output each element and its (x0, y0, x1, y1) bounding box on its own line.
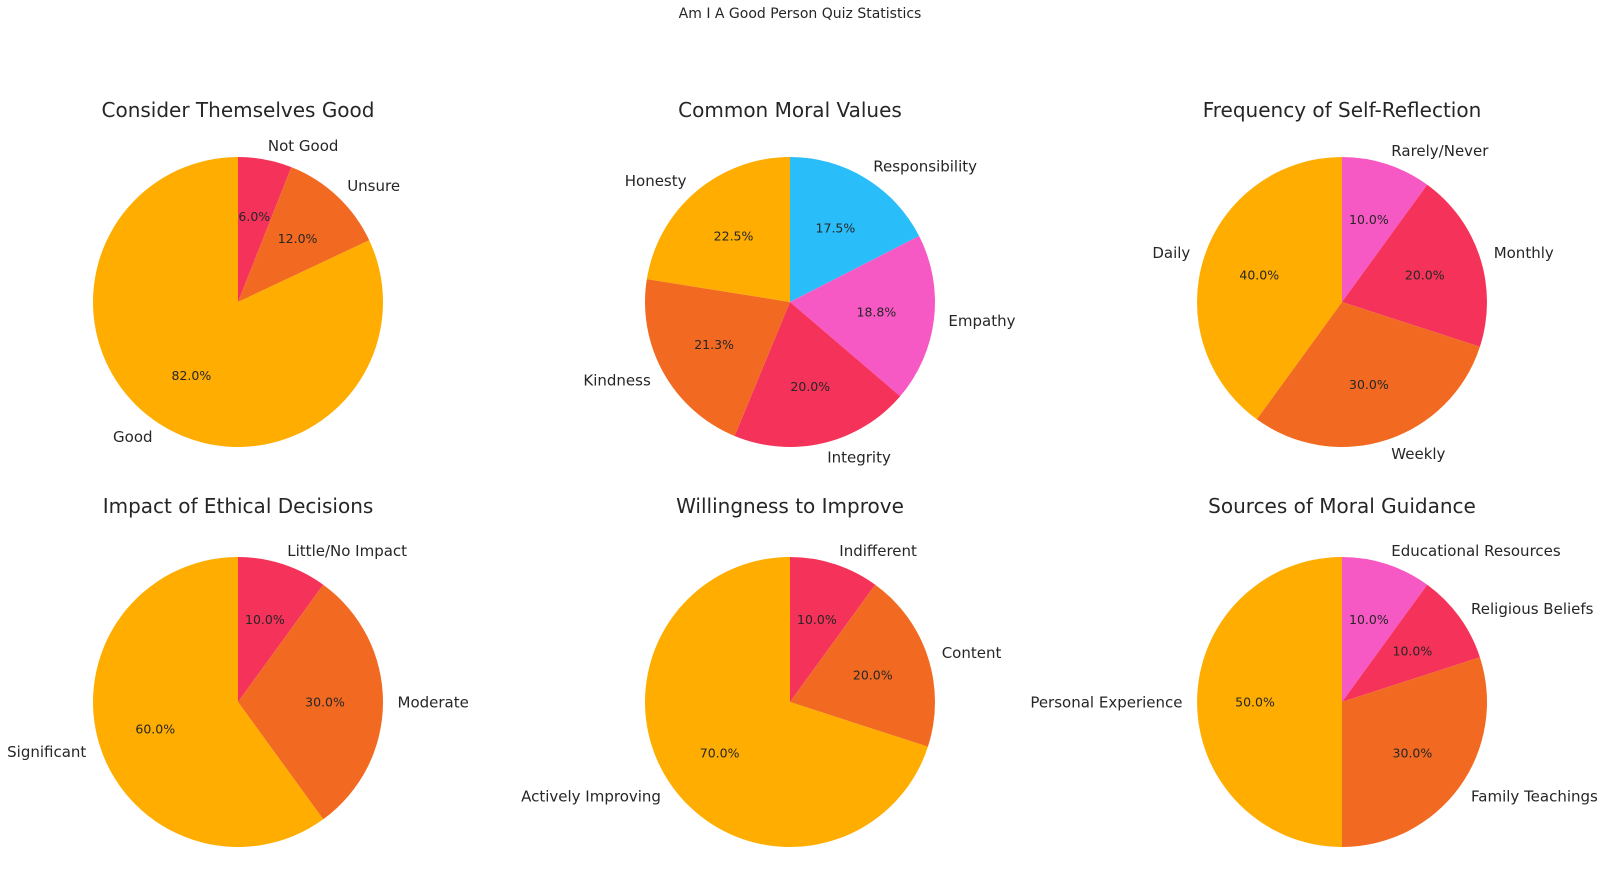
slice-category-label: Weekly (1391, 445, 1445, 463)
slice-percent-label: 18.8% (857, 305, 897, 320)
slice-category-label: Good (113, 428, 153, 446)
slice-category-label: Religious Beliefs (1471, 600, 1594, 618)
chart-title: Common Moral Values (678, 98, 902, 122)
slice-percent-label: 30.0% (305, 695, 345, 710)
slice-percent-label: 30.0% (1393, 746, 1433, 761)
pie-chart-willingness-to-improve: Willingness to Improve 10.0% Indifferent 20… (521, 494, 1002, 848)
slice-percent-label: 70.0% (700, 746, 740, 761)
pie-chart-common-moral-values: Common Moral Values 17.5% Responsibility 18… (583, 98, 1015, 467)
pie-slice-integrity (734, 302, 901, 447)
slice-category-label: Unsure (347, 177, 400, 195)
pie-slice-little-no-impact (238, 557, 324, 702)
slice-category-label: Family Teachings (1471, 787, 1598, 805)
pie-slice-honesty (646, 157, 790, 302)
pie-slice-daily (1196, 157, 1342, 420)
pie-slice-content (790, 584, 935, 747)
slice-percent-label: 10.0% (1349, 212, 1389, 227)
pie-chart-consider-themselves-good: Consider Themselves Good 6.0% Not Good 12.0… (93, 98, 400, 448)
figure-title: Am I A Good Person Quiz Statistics (678, 6, 922, 22)
chart-title: Impact of Ethical Decisions (103, 494, 374, 518)
slice-category-label: Empathy (948, 312, 1015, 330)
slice-percent-label: 10.0% (1349, 612, 1389, 627)
pie-slice-monthly (1342, 184, 1487, 347)
pie-slice-moderate (238, 584, 384, 820)
pie-slice-kindness (645, 279, 790, 436)
pie-slice-responsibility (790, 157, 920, 302)
pie-chart-sources-of-moral-guidance: Sources of Moral Guidance 10.0% Educationa… (1030, 494, 1598, 847)
slice-percent-label: 40.0% (1239, 268, 1279, 283)
slice-percent-label: 12.0% (278, 231, 318, 246)
slice-category-label: Educational Resources (1391, 542, 1561, 560)
slice-percent-label: 10.0% (1393, 643, 1433, 658)
slice-percent-label: 60.0% (135, 721, 175, 736)
slice-category-label: Kindness (583, 371, 651, 389)
pie-chart-impact-of-ethical-decisions: Impact of Ethical Decisions 10.0% Little/N… (7, 494, 469, 848)
slice-percent-label: 10.0% (797, 612, 837, 627)
pie-slice-family-teachings (1342, 657, 1487, 847)
slice-percent-label: 82.0% (172, 368, 212, 383)
pie-slice-actively-improving (644, 556, 928, 848)
slice-category-label: Indifferent (839, 542, 917, 560)
slice-category-label: Actively Improving (521, 787, 661, 805)
slice-category-label: Content (942, 644, 1002, 662)
pie-chart-frequency-of-self-reflection: Frequency of Self-Reflection 10.0% Rarely/… (1152, 98, 1554, 463)
pie-slice-personal-experience (1197, 557, 1342, 847)
slice-category-label: Significant (7, 743, 86, 761)
pie-slice-unsure (238, 167, 370, 302)
slice-category-label: Integrity (827, 449, 891, 467)
slice-category-label: Monthly (1494, 244, 1554, 262)
slice-percent-label: 20.0% (853, 668, 893, 683)
pie-slice-rarely-never (1342, 157, 1428, 302)
slice-category-label: Personal Experience (1030, 694, 1182, 712)
pie-slice-empathy (790, 236, 935, 397)
slice-category-label: Responsibility (873, 157, 977, 175)
slice-percent-label: 30.0% (1349, 377, 1389, 392)
pie-slice-religious-beliefs (1342, 584, 1480, 702)
slice-percent-label: 50.0% (1235, 695, 1275, 710)
pie-slice-educational-resources (1342, 557, 1428, 702)
slice-category-label: Moderate (398, 694, 469, 712)
chart-title: Willingness to Improve (676, 494, 904, 518)
slice-category-label: Honesty (625, 172, 687, 190)
slice-category-label: Daily (1152, 244, 1190, 262)
pie-slice-significant (93, 557, 324, 848)
chart-title: Frequency of Self-Reflection (1203, 98, 1482, 122)
pie-slice-weekly (1256, 302, 1480, 448)
slice-percent-label: 20.0% (790, 379, 830, 394)
slice-category-label: Little/No Impact (287, 542, 407, 560)
slice-percent-label: 17.5% (816, 220, 856, 235)
slice-percent-label: 10.0% (245, 612, 285, 627)
slice-category-label: Rarely/Never (1391, 142, 1489, 160)
slice-percent-label: 20.0% (1405, 268, 1445, 283)
slice-percent-label: 6.0% (238, 209, 270, 224)
slice-category-label: Not Good (268, 137, 339, 155)
pie-slice-not-good (238, 157, 292, 302)
pie-slice-good (93, 157, 384, 448)
pie-slice-indifferent (790, 557, 876, 702)
chart-title: Sources of Moral Guidance (1208, 494, 1476, 518)
slice-percent-label: 21.3% (694, 337, 734, 352)
slice-percent-label: 22.5% (714, 228, 754, 243)
chart-title: Consider Themselves Good (102, 98, 375, 122)
